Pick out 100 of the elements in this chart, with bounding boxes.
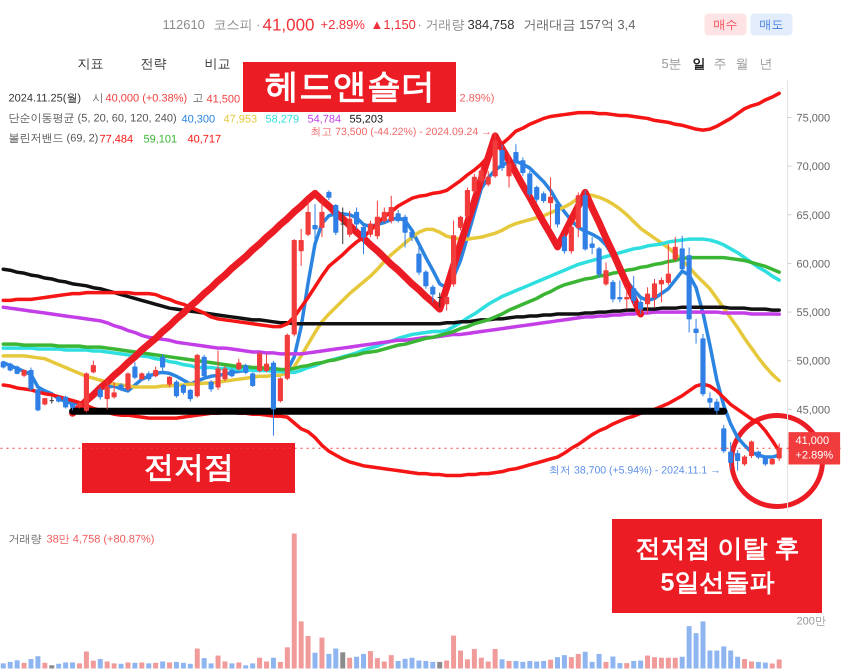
candlestick [368,220,374,238]
line-series [2,268,781,326]
ref-line-label: 41,000 +2.89% [796,435,834,462]
candlestick [132,362,138,380]
y-tick-label: 70,000 [796,161,830,174]
bar [63,662,68,668]
candlestick [409,228,415,242]
bar [139,662,144,668]
text: 코스피 · [214,17,260,32]
bar [562,655,567,668]
bar [666,658,671,668]
candlestick [721,424,726,454]
candlestick [402,214,408,248]
bar [402,658,408,668]
annotation: 볼린저밴드 (69, 2) [8,132,98,144]
annotation: 헤드앤숄더 [265,68,435,106]
annotation: 최저 38,700 (+5.94%) - 2024.11.1 → [549,464,721,477]
text: 일 [692,56,706,71]
bar [694,633,699,668]
text: 비교 [204,56,230,71]
bar [451,636,456,668]
bar [42,662,48,668]
annotation: 전저점 [144,451,234,484]
bar [472,648,477,668]
annotation: 55,203 [350,114,384,126]
bar [125,662,130,668]
candlestick [215,350,221,390]
bar [396,660,401,668]
bar [458,650,463,668]
bar [603,662,608,668]
bar [257,658,262,668]
bar [500,659,505,668]
annotation: 41,500 [206,94,240,106]
bar [49,665,54,668]
bar [264,661,270,668]
candlestick [416,245,422,276]
annotation: 단순이동평균 (5, 20, 60, 120, 240) [8,112,177,124]
annotation: 전저점 이탈 후 5일선돌파 [636,534,800,596]
candlestick [658,277,664,303]
bar [236,662,242,668]
annotation: 고 [192,92,204,104]
bar [56,664,62,668]
annotation: 40,000 (+0.38%) [106,92,188,104]
bar [555,657,560,668]
candlestick [160,353,166,371]
bar [250,663,256,668]
bar [707,650,712,668]
text: 매수 [714,18,738,32]
bar [98,659,103,668]
candlestick [146,370,152,382]
bar [354,656,360,668]
candlestick [714,398,720,415]
annotation: 2024.11.25(월) [8,92,82,104]
bar [700,621,706,668]
candlestick [153,366,158,378]
line-series [2,305,781,356]
bar [617,663,622,668]
candlestick [243,363,248,375]
candlestick [742,454,748,466]
bar [132,662,138,668]
bar [548,660,554,668]
bar [153,662,158,668]
candlestick [278,376,283,404]
text: 5분 [662,56,682,71]
candlestick [326,190,332,201]
bar [174,662,179,668]
bar [576,654,581,668]
bar [568,657,574,668]
candlestick [617,280,622,303]
text: 지표 [78,56,104,71]
bar [188,664,193,668]
bar [333,648,338,668]
y-tick-label: 60,000 [796,258,830,270]
bar [229,663,234,668]
bar [610,656,616,668]
annotation: 58,279 [266,114,300,126]
bar [416,660,422,668]
candlestick [236,358,242,371]
text: +2.89% [320,17,366,32]
text: 384,758 [468,17,514,32]
annotation: 40,717 [188,134,222,146]
y-tick-label: 50,000 [796,356,830,368]
text: 112610 [162,17,205,32]
text: 200만 [796,616,826,628]
bar [541,660,546,668]
text: 주 [714,56,726,71]
bar [216,656,221,668]
candlestick [666,243,671,286]
bar [112,663,117,668]
candlestick [610,279,616,303]
candlestick [631,276,636,305]
bar [520,662,526,668]
annotation: 47,953 [224,114,258,126]
text: 매도 [760,18,784,32]
bar [368,651,373,668]
bar [28,659,34,668]
bar [590,662,595,668]
bar [430,662,436,668]
candlestick [98,386,103,400]
candlestick [423,270,428,290]
